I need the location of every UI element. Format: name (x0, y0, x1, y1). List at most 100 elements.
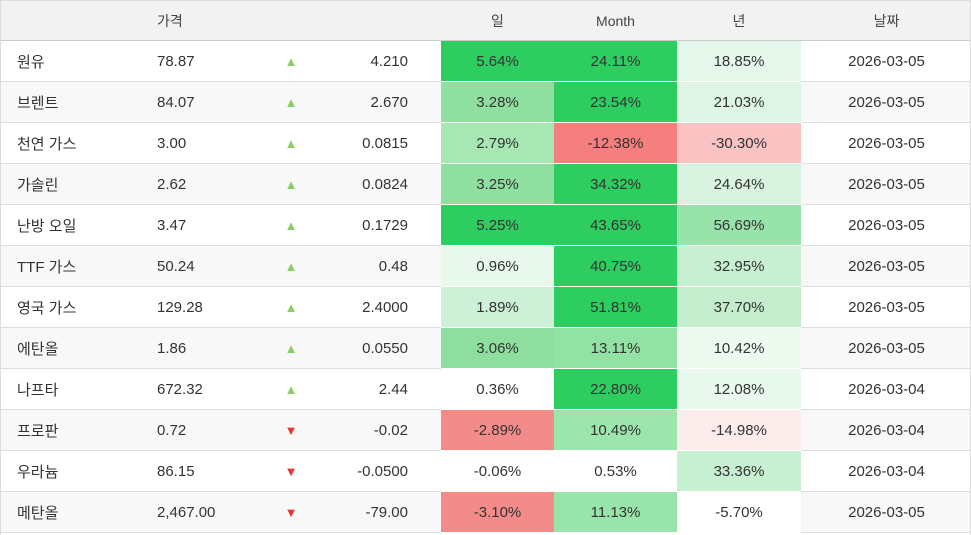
commodity-name-cell[interactable]: 가솔린 (1, 163, 141, 205)
up-triangle-icon: ▲ (284, 217, 298, 233)
date-cell: 2026-03-05 (801, 40, 970, 82)
date-cell: 2026-03-05 (801, 491, 970, 533)
commodity-name-cell[interactable]: 나프타 (1, 368, 141, 410)
up-triangle-icon: ▲ (284, 53, 298, 69)
down-triangle-icon: ▼ (284, 504, 298, 520)
date-cell: 2026-03-05 (801, 204, 970, 246)
year-pct-cell: 56.69% (677, 204, 801, 246)
change-cell: 0.0824 (321, 163, 441, 205)
day-pct-cell: -3.10% (441, 491, 554, 533)
date-cell: 2026-03-04 (801, 450, 970, 492)
trend-cell: ▼ (261, 409, 321, 451)
year-pct-cell: 32.95% (677, 245, 801, 287)
price-cell: 3.00 (141, 122, 261, 164)
commodity-name-cell[interactable]: 천연 가스 (1, 122, 141, 164)
up-triangle-icon: ▲ (284, 258, 298, 274)
commodity-name-cell[interactable]: 에탄올 (1, 327, 141, 369)
year-pct-cell: 33.36% (677, 450, 801, 492)
price-cell: 86.15 (141, 450, 261, 492)
commodity-name-cell[interactable]: 난방 오일 (1, 204, 141, 246)
date-cell: 2026-03-05 (801, 327, 970, 369)
month-pct-cell: 24.11% (554, 40, 677, 82)
year-pct-cell: 21.03% (677, 81, 801, 123)
price-cell: 50.24 (141, 245, 261, 287)
month-pct-cell: -12.38% (554, 122, 677, 164)
trend-cell: ▲ (261, 204, 321, 246)
day-pct-cell: -2.89% (441, 409, 554, 451)
commodity-name-cell[interactable]: 브렌트 (1, 81, 141, 123)
down-triangle-icon: ▼ (284, 463, 298, 479)
trend-cell: ▲ (261, 40, 321, 82)
price-cell: 2,467.00 (141, 491, 261, 533)
change-cell: 0.48 (321, 245, 441, 287)
commodity-name-cell[interactable]: 원유 (1, 40, 141, 82)
change-cell: 2.4000 (321, 286, 441, 328)
day-pct-cell: 3.25% (441, 163, 554, 205)
up-triangle-icon: ▲ (284, 340, 298, 356)
up-triangle-icon: ▲ (284, 176, 298, 192)
month-pct-cell: 51.81% (554, 286, 677, 328)
trend-cell: ▲ (261, 368, 321, 410)
header-day: 일 (441, 1, 554, 41)
table-row: 원유 78.87 ▲ 4.210 5.64% 24.11% 18.85% 2026-03-05 (1, 40, 970, 82)
up-triangle-icon: ▲ (284, 135, 298, 151)
change-cell: -0.02 (321, 409, 441, 451)
trend-cell: ▲ (261, 245, 321, 287)
price-cell: 0.72 (141, 409, 261, 451)
change-cell: 4.210 (321, 40, 441, 82)
date-cell: 2026-03-04 (801, 409, 970, 451)
table-row: 난방 오일 3.47 ▲ 0.1729 5.25% 43.65% 56.69% 2026-03… (1, 204, 970, 246)
price-cell: 1.86 (141, 327, 261, 369)
price-cell: 672.32 (141, 368, 261, 410)
commodity-name-cell[interactable]: 프로판 (1, 409, 141, 451)
change-cell: 0.0550 (321, 327, 441, 369)
header-arrow-spacer (261, 1, 321, 41)
trend-cell: ▲ (261, 327, 321, 369)
day-pct-cell: 0.36% (441, 368, 554, 410)
day-pct-cell: 1.89% (441, 286, 554, 328)
change-cell: 0.0815 (321, 122, 441, 164)
month-pct-cell: 43.65% (554, 204, 677, 246)
month-pct-cell: 0.53% (554, 450, 677, 492)
month-pct-cell: 13.11% (554, 327, 677, 369)
trend-cell: ▲ (261, 81, 321, 123)
month-pct-cell: 11.13% (554, 491, 677, 533)
commodity-name-cell[interactable]: 영국 가스 (1, 286, 141, 328)
date-cell: 2026-03-04 (801, 368, 970, 410)
price-cell: 2.62 (141, 163, 261, 205)
table-row: 브렌트 84.07 ▲ 2.670 3.28% 23.54% 21.03% 2026-03-0… (1, 81, 970, 123)
price-cell: 129.28 (141, 286, 261, 328)
year-pct-cell: 37.70% (677, 286, 801, 328)
year-pct-cell: 10.42% (677, 327, 801, 369)
day-pct-cell: 3.28% (441, 81, 554, 123)
day-pct-cell: 5.64% (441, 40, 554, 82)
header-name (1, 1, 141, 41)
table-row: TTF 가스 50.24 ▲ 0.48 0.96% 40.75% 32.95% 2026-03… (1, 245, 970, 287)
up-triangle-icon: ▲ (284, 299, 298, 315)
header-date: 날짜 (801, 1, 970, 41)
date-cell: 2026-03-05 (801, 286, 970, 328)
date-cell: 2026-03-05 (801, 245, 970, 287)
table-row: 나프타 672.32 ▲ 2.44 0.36% 22.80% 12.08% 2026-03-0… (1, 368, 970, 410)
month-pct-cell: 22.80% (554, 368, 677, 410)
table-row: 우라늄 86.15 ▼ -0.0500 -0.06% 0.53% 33.36% 2026-03… (1, 450, 970, 492)
commodity-name-cell[interactable]: 메탄올 (1, 491, 141, 533)
day-pct-cell: -0.06% (441, 450, 554, 492)
price-cell: 78.87 (141, 40, 261, 82)
change-cell: 2.44 (321, 368, 441, 410)
commodity-name-cell[interactable]: TTF 가스 (1, 245, 141, 287)
header-row: 가격 일 Month 년 날짜 (1, 1, 970, 41)
table-row: 영국 가스 129.28 ▲ 2.4000 1.89% 51.81% 37.70% 2026-… (1, 286, 970, 328)
up-triangle-icon: ▲ (284, 94, 298, 110)
year-pct-cell: -14.98% (677, 409, 801, 451)
year-pct-cell: -30.30% (677, 122, 801, 164)
up-triangle-icon: ▲ (284, 381, 298, 397)
day-pct-cell: 2.79% (441, 122, 554, 164)
table-row: 프로판 0.72 ▼ -0.02 -2.89% 10.49% -14.98% 2026-03-… (1, 409, 970, 451)
price-cell: 3.47 (141, 204, 261, 246)
commodity-name-cell[interactable]: 우라늄 (1, 450, 141, 492)
trend-cell: ▲ (261, 122, 321, 164)
date-cell: 2026-03-05 (801, 163, 970, 205)
month-pct-cell: 40.75% (554, 245, 677, 287)
